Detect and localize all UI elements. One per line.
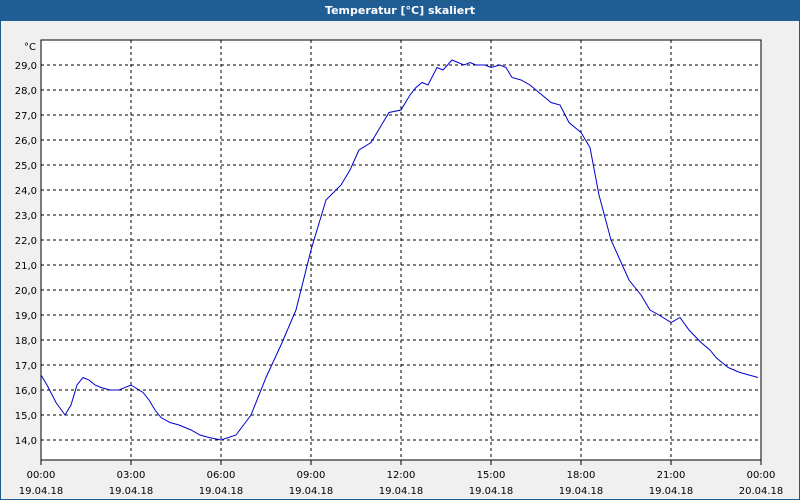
y-tick-label: 17,0 <box>15 361 37 372</box>
y-axis-ticks: 14,0 15,0 16,0 17,0 18,0 19,0 20,0 21,0 22,0 23,0… <box>15 61 37 447</box>
y-tick-label: 24,0 <box>15 186 37 197</box>
x-tick-time: 21:00 <box>657 470 686 481</box>
x-tick-time: 15:00 <box>477 470 506 481</box>
y-tick-label: 27,0 <box>15 111 37 122</box>
x-tick-date: 19.04.18 <box>109 486 154 497</box>
y-axis-unit: °C <box>24 42 36 53</box>
y-tick-label: 19,0 <box>15 311 37 322</box>
x-tick-date: 19.04.18 <box>649 486 694 497</box>
x-tick-date: 19.04.18 <box>19 486 64 497</box>
x-tick-time: 18:00 <box>567 470 596 481</box>
x-axis-ticks: 00:00 19.04.18 03:00 19.04.18 06:00 19.04.18 0… <box>19 460 784 497</box>
x-tick-time: 00:00 <box>747 470 776 481</box>
y-tick-label: 14,0 <box>15 436 37 447</box>
y-tick-label: 28,0 <box>15 86 37 97</box>
y-tick-label: 18,0 <box>15 336 37 347</box>
x-tick-time: 03:00 <box>117 470 146 481</box>
x-tick-date: 19.04.18 <box>199 486 244 497</box>
y-tick-label: 15,0 <box>15 411 37 422</box>
y-tick-label: 25,0 <box>15 161 37 172</box>
temperature-line <box>40 59 759 441</box>
y-tick-label: 16,0 <box>15 386 37 397</box>
y-tick-label: 29,0 <box>15 61 37 72</box>
y-tick-label: 23,0 <box>15 211 37 222</box>
grid <box>41 40 761 460</box>
x-tick-date: 19.04.18 <box>379 486 424 497</box>
x-tick-date: 20.04.18 <box>739 486 784 497</box>
x-tick-time: 06:00 <box>207 470 236 481</box>
window-title: Temperatur [°C] skaliert <box>1 1 799 21</box>
y-tick-label: 20,0 <box>15 286 37 297</box>
x-tick-date: 19.04.18 <box>289 486 334 497</box>
x-tick-date: 19.04.18 <box>469 486 514 497</box>
x-tick-time: 00:00 <box>27 470 56 481</box>
x-tick-time: 09:00 <box>297 470 326 481</box>
y-tick-label: 26,0 <box>15 136 37 147</box>
y-tick-label: 21,0 <box>15 261 37 272</box>
x-tick-date: 19.04.18 <box>559 486 604 497</box>
x-tick-time: 12:00 <box>387 470 416 481</box>
y-tick-label: 22,0 <box>15 236 37 247</box>
